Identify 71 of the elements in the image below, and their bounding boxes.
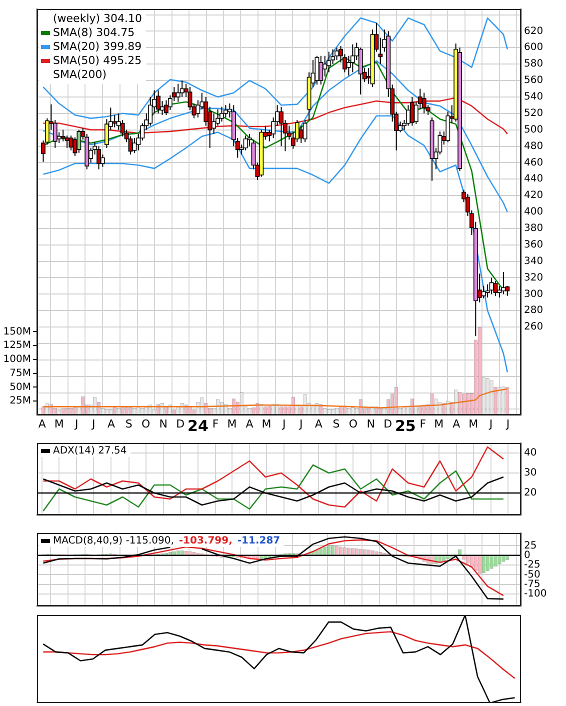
y-tick-label: 320 [524,272,544,284]
x-tick-label: A [38,417,46,430]
y-tick-label: -100 [524,588,547,600]
x-tick-label: M [434,417,444,430]
x-tick-label: J [488,417,493,430]
y2-tick-label: 125M [3,340,31,352]
y-tick-label: -50 [524,569,540,580]
y-tick-label: 440 [524,174,544,185]
x-tick-label: J [91,417,96,430]
x-tick-label: N [159,417,168,430]
y2-tick-label: 75M [10,368,31,379]
y-tick-label: 300 [524,288,544,300]
y-tick-label: 480 [524,140,544,152]
y-tick-label: 40 [524,448,537,459]
y-tick-label: 380 [524,223,544,234]
x-tick-label: M [262,417,272,430]
y-tick-label: 400 [524,206,544,218]
y2-tick-label: 150M [3,326,31,338]
y-tick-label: 340 [524,256,544,267]
y2-tick-label: 25M [10,396,31,407]
x-tick-label: O [141,417,150,430]
x-tick-label: S [125,417,132,430]
y-tick-label: 25 [524,540,537,552]
legend-label: SMA(20) 399.89 [53,40,142,53]
y-tick-label: -75 [524,578,540,590]
x-tick-label: A [314,417,323,430]
series-label: -103.799, [178,536,232,547]
y-tick-label: 20 [524,488,537,499]
x-tick-label: F [420,417,426,430]
x-tick-label: D [384,417,392,430]
annotation: SMA(200) [53,68,107,81]
chart-title: (weekly) 304.10 [53,12,142,25]
y-tick-label: 30 [524,468,537,479]
legend-label: MACD(8,40,9) -115.090, [53,536,174,547]
y-tick-label: 600 [524,42,544,54]
legend-label: SMA(8) 304.75 [53,26,135,39]
y2-tick-label: 50M [10,382,31,393]
y2-tick-label: 100M [3,354,31,366]
legend-label: ADX(14) 27.54 [53,446,127,457]
x-tick-label: J [298,417,303,430]
y-tick-label: 500 [524,124,544,136]
x-tick-label: M [54,417,64,430]
x-tick-label: J [281,417,286,430]
y-tick-label: 0 [524,550,530,561]
x-tick-label: F [212,417,219,430]
x-tick-label: M [227,417,237,430]
y-tick-label: 540 [524,92,544,103]
x-tick-label: J [74,417,78,430]
x-tick-label: N [366,417,375,430]
x-tick-label: D [176,417,185,430]
x-tick-label: S [332,417,340,430]
x-tick-label: J [505,417,510,430]
x-tick-label: A [107,417,116,430]
x-tick-label: M [468,417,478,430]
y-tick-label: 560 [524,75,544,86]
x-tick-label: 24 [188,416,208,435]
x-tick-label: O [348,417,358,430]
x-tick-label: 25 [394,416,416,435]
y-tick-label: 460 [524,157,544,168]
y-tick-label: 620 [524,26,544,37]
y-tick-label: 280 [524,305,544,316]
y-tick-label: 260 [524,322,544,333]
x-tick-label: A [246,417,254,430]
y-tick-label: 360 [524,239,544,250]
legend-label: SMA(50) 495.25 [53,54,142,67]
x-tick-label: A [452,417,461,430]
series-label: -11.287 [237,536,280,547]
y-tick-label: 420 [524,190,544,202]
y-tick-label: 520 [524,108,544,119]
y-tick-label: -25 [524,560,540,571]
y-tick-label: 580 [524,58,544,70]
